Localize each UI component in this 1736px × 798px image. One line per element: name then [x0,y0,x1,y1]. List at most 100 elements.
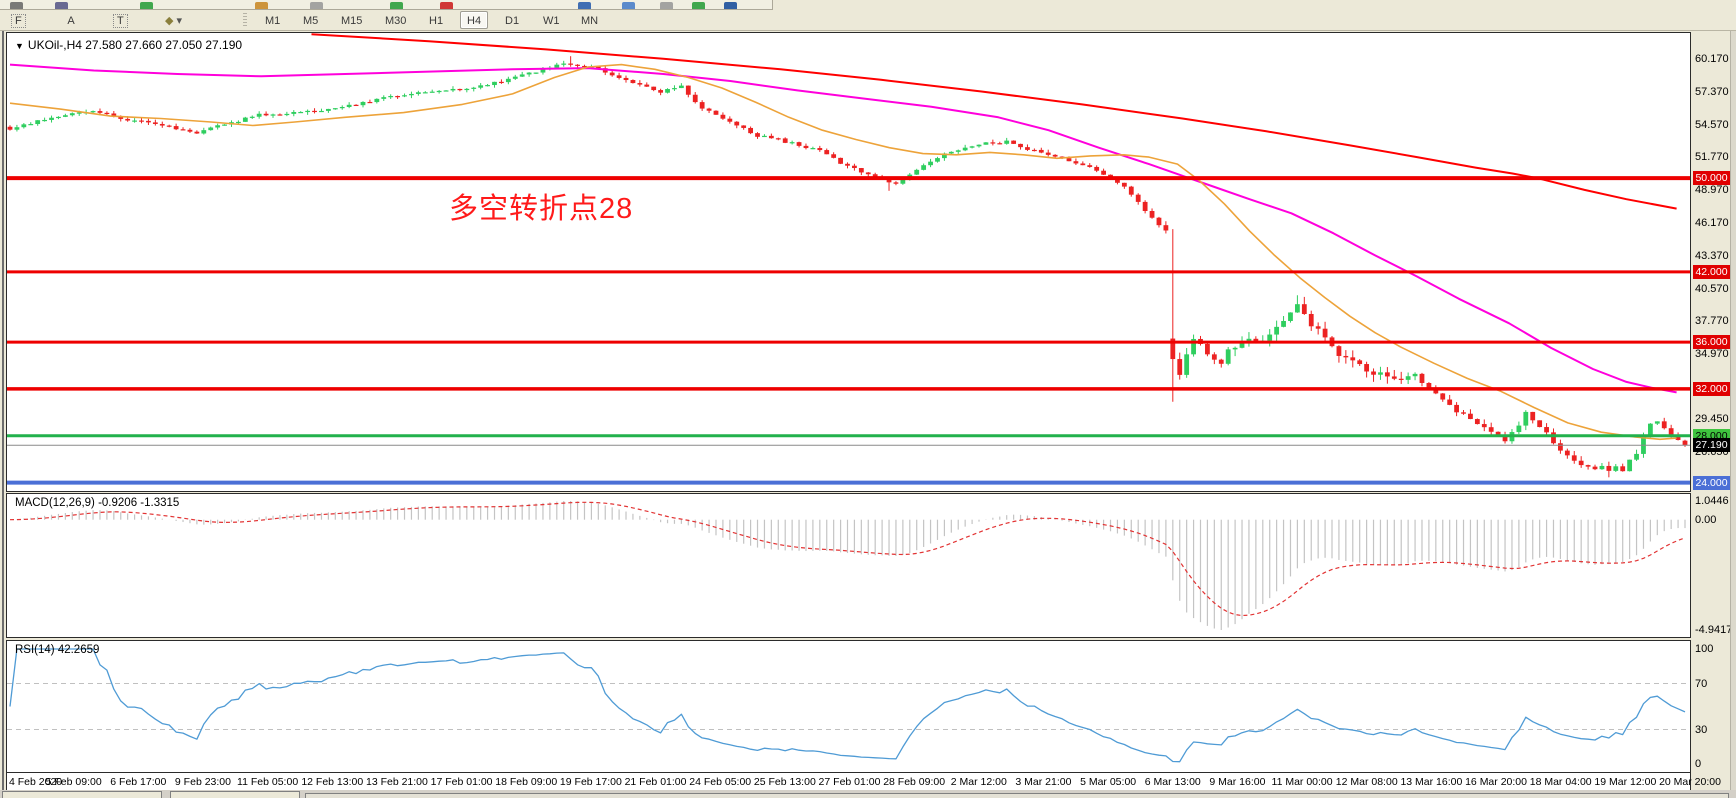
candle-body [346,104,352,107]
text-box-tool[interactable]: T [106,11,135,29]
candle-body [360,101,366,106]
macd-label: MACD(12,26,9) -0.9206 -1.3315 [15,497,180,509]
timeframe-w1[interactable]: W1 [543,15,560,27]
candle-body [242,117,248,122]
candle-body [298,111,304,114]
candle-body [623,77,629,81]
chart-window-icon[interactable] [140,2,153,9]
candle-body [1647,423,1653,436]
candle-body [1031,149,1037,152]
price-badge-32.000: 32.000 [1693,381,1730,396]
time-axis-label: 12 Mar 08:00 [1335,776,1398,788]
candle-body [14,127,20,130]
candle-body [1170,338,1176,360]
candle-body [706,108,712,111]
macd-signal-line [9,501,1686,617]
candle-body [312,110,317,113]
time-axis-label: 3 Mar 21:00 [1015,776,1072,788]
candle-body [1156,217,1162,226]
macd-pane[interactable]: MACD(12,26,9) -0.9206 -1.3315 [6,493,1691,638]
price-chart-pane[interactable]: ▼ UKOil-,H4 27.580 27.660 27.050 27.190 多… [6,32,1691,492]
candle-body [948,151,954,154]
time-axis-label: 13 Mar 16:00 [1400,776,1463,788]
candle-body [1018,143,1023,148]
candle-body [810,148,816,150]
toolbar-grip[interactable] [243,13,247,28]
rsi-pane[interactable]: RSI(14) 42.2659 [6,640,1691,773]
macd-scale-label: 1.0446 [1695,495,1729,507]
candle-body [1461,412,1466,414]
timeframe-h1[interactable]: H1 [429,15,444,27]
crosshair-grid-tool[interactable]: F [4,11,33,29]
candle-body [499,81,504,84]
shapes-tool[interactable]: ◆ ▾ [158,11,189,29]
candle-body [464,88,470,91]
candle-body [568,63,574,65]
candle-body [935,158,940,162]
timeframe-d1[interactable]: D1 [505,15,520,27]
candle-body [1052,154,1058,157]
ohlc-collapse-icon[interactable]: ▼ [15,41,24,51]
time-axis[interactable]: 4 Feb 2020 5 Feb 09:00 6 Feb 17:00 9 Feb 23… [6,773,1721,790]
chart-annotation: 多空转折点28 [449,193,634,225]
candle-body [256,113,262,117]
candle-body [1523,411,1529,426]
candle-body [678,85,684,89]
zoom-icon[interactable] [55,2,68,9]
templates-icon[interactable] [255,2,268,9]
terminal-icon[interactable] [578,2,591,9]
candle-body [595,66,601,69]
navigator-icon[interactable] [692,2,705,9]
candle-body [69,113,75,116]
timeframe-m30[interactable]: M30 [385,15,407,27]
text-label-tool[interactable]: A [58,11,84,29]
chart-tab-bar [0,790,1736,798]
sell-arrow-icon[interactable] [440,2,453,9]
candle-body [215,125,221,128]
candle-body [76,112,82,114]
price-axis[interactable]: 60.170 57.370 54.570 51.770 48.970 46.170 43.3… [1693,31,1733,798]
candle-body [1613,466,1619,471]
candle-body [1357,360,1363,365]
candle-body [526,72,532,75]
price-badge-27.190: 27.190 [1693,438,1730,453]
candle-body [990,142,996,144]
candle-body [768,135,774,139]
candle-body [1661,421,1667,429]
market-watch-icon[interactable] [660,2,673,9]
new-order-icon[interactable] [10,2,23,9]
chart-tab[interactable] [170,791,300,798]
candle-body [415,92,421,94]
timeframe-mn[interactable]: MN [581,15,599,27]
chart-tab-active[interactable] [2,791,162,798]
rsi-scale-label: 0 [1695,758,1702,770]
rsi-scale-label: 30 [1695,723,1708,736]
timeframe-h4[interactable]: H4 [460,11,489,29]
macd-scale-label: -4.9417 [1695,624,1733,636]
candle-body [325,108,331,111]
timeframe-m15[interactable]: M15 [341,15,363,27]
candle-body [692,94,698,103]
vertical-scrollbar[interactable] [1730,31,1736,798]
strategy-tester-icon[interactable] [622,2,635,9]
candle-body [21,124,27,128]
tab-bar-track [305,793,1729,798]
candle-body [983,142,989,145]
candle-body [755,133,760,137]
timeframe-m5[interactable]: M5 [303,15,319,27]
timeframe-m1[interactable]: M1 [265,15,281,27]
candle-body [865,172,871,175]
buy-arrow-icon[interactable] [390,2,403,9]
candle-body [1094,166,1100,171]
candle-body [1627,459,1633,472]
candle-body [146,120,151,123]
print-icon[interactable] [310,2,323,9]
candle-body [893,182,899,184]
autotrading-icon[interactable] [724,2,737,9]
price-axis-label: 43.370 [1695,249,1729,262]
candle-body [332,108,338,110]
candle-body [658,90,664,93]
candle-body [132,120,137,122]
candle-body [471,87,477,89]
candle-body [291,112,297,114]
